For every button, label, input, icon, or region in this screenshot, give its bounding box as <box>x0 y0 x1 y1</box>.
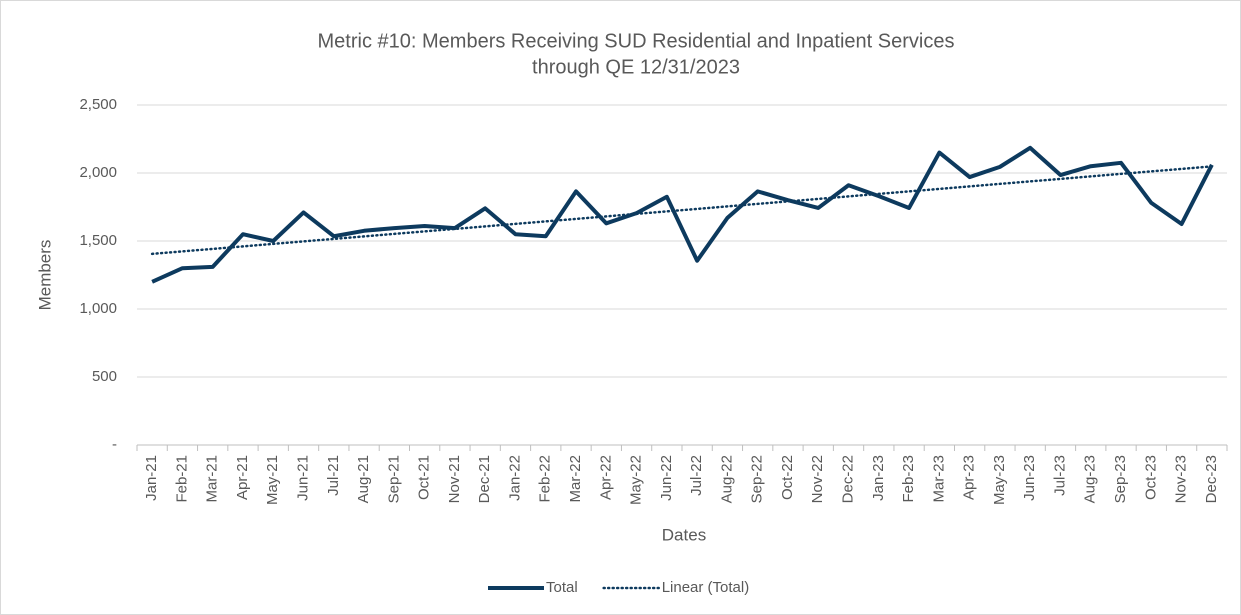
x-tick-label: Feb-22 <box>537 455 554 503</box>
legend-label: Linear (Total) <box>662 579 750 596</box>
x-tick-label: Jul-23 <box>1051 455 1068 496</box>
x-tick-label: Apr-21 <box>234 455 251 500</box>
x-tick-label: Feb-23 <box>900 455 917 503</box>
x-tick-label: Apr-23 <box>961 455 978 500</box>
x-tick-label: Aug-21 <box>355 455 372 503</box>
x-tick-label: Oct-23 <box>1142 455 1159 500</box>
x-tick-label: Jan-22 <box>506 455 523 501</box>
x-tick-label: Nov-21 <box>446 455 463 503</box>
trendline <box>150 165 1214 256</box>
y-tick-label: 2,000 <box>79 164 117 181</box>
x-tick-label: Jun-23 <box>1021 455 1038 501</box>
y-tick-label: 500 <box>92 368 117 385</box>
x-tick-label: Jul-22 <box>688 455 705 496</box>
x-tick-label: Nov-22 <box>809 455 826 503</box>
x-tick-label: Nov-23 <box>1173 455 1190 503</box>
y-tick-label: 1,000 <box>79 300 117 317</box>
x-tick-label: Mar-21 <box>204 455 221 503</box>
x-tick-label: Dec-21 <box>476 455 493 503</box>
x-tick-label: Sep-21 <box>385 455 402 503</box>
x-tick-label: Sep-22 <box>749 455 766 503</box>
x-tick-label: Jan-23 <box>870 455 887 501</box>
y-tick-label: - <box>112 436 117 453</box>
series-line <box>151 145 1214 284</box>
x-tick-label: Jun-21 <box>294 455 311 501</box>
y-tick-label: 1,500 <box>79 232 117 249</box>
x-tick-label: Dec-22 <box>839 455 856 503</box>
x-tick-label: Aug-23 <box>1082 455 1099 503</box>
chart-subtitle: through QE 12/31/2023 <box>532 56 740 78</box>
chart-title: Metric #10: Members Receiving SUD Reside… <box>318 30 955 52</box>
x-tick-label: Mar-22 <box>567 455 584 503</box>
x-tick-label: Jul-21 <box>325 455 342 496</box>
x-tick-label: Mar-23 <box>930 455 947 503</box>
legend-label: Total <box>546 579 578 596</box>
x-tick-label: Jan-21 <box>143 455 160 501</box>
x-tick-label: Sep-23 <box>1112 455 1129 503</box>
y-tick-label: 2,500 <box>79 96 117 113</box>
x-tick-label: Oct-22 <box>779 455 796 500</box>
x-tick-label: Feb-21 <box>173 455 190 503</box>
y-axis-label: Members <box>35 240 54 311</box>
x-tick-label: May-21 <box>264 455 281 505</box>
x-tick-label: Aug-22 <box>718 455 735 503</box>
x-tick-label: Dec-23 <box>1203 455 1220 503</box>
x-tick-label: May-22 <box>628 455 645 505</box>
x-axis-label: Dates <box>662 525 706 544</box>
x-tick-label: Jun-22 <box>658 455 675 501</box>
x-tick-label: Apr-22 <box>597 455 614 500</box>
x-tick-label: Oct-21 <box>416 455 433 500</box>
x-tick-label: May-23 <box>991 455 1008 505</box>
